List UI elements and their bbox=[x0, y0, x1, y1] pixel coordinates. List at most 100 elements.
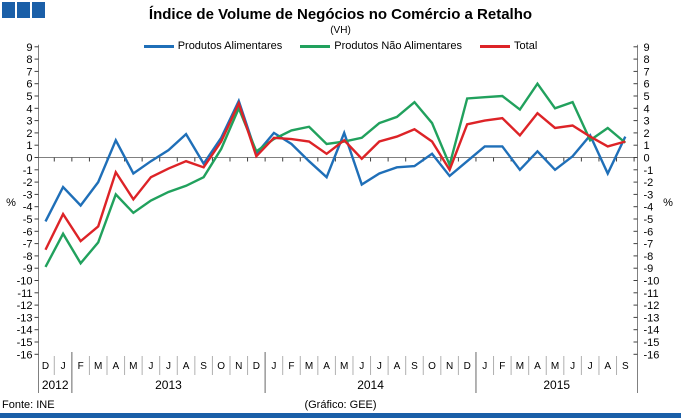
left-tick-label: 4 bbox=[26, 103, 32, 115]
left-tick-label: -3 bbox=[23, 189, 33, 201]
right-tick-label: 6 bbox=[644, 79, 650, 91]
left-tick-label: -12 bbox=[17, 300, 33, 312]
left-tick-label: -8 bbox=[23, 251, 33, 263]
right-tick-label: -10 bbox=[644, 276, 660, 288]
month-label: S bbox=[200, 361, 207, 372]
month-label: O bbox=[428, 361, 436, 372]
year-label: 2013 bbox=[155, 378, 182, 392]
month-label: J bbox=[359, 361, 364, 372]
right-tick-label: 1 bbox=[644, 140, 650, 152]
right-tick-label: -4 bbox=[644, 202, 654, 214]
legend-line-swatch-blue bbox=[143, 44, 174, 48]
year-label: 2014 bbox=[357, 378, 384, 392]
left-tick-label: -4 bbox=[23, 202, 33, 214]
legend-item-alimentares: Produtos Alimentares bbox=[143, 40, 283, 52]
month-label: F bbox=[288, 361, 294, 372]
month-label: A bbox=[323, 361, 330, 372]
bottom-accent-bar bbox=[0, 413, 681, 418]
month-label: J bbox=[377, 361, 382, 372]
left-tick-label: -5 bbox=[23, 214, 33, 226]
year-label: 2015 bbox=[543, 378, 570, 392]
month-label: N bbox=[235, 361, 242, 372]
right-tick-label: -1 bbox=[644, 165, 654, 177]
chart-subtitle: (VH) bbox=[330, 25, 351, 36]
legend-label: Produtos Alimentares bbox=[177, 40, 283, 52]
month-label: J bbox=[482, 361, 487, 372]
month-label: M bbox=[129, 361, 137, 372]
month-label: M bbox=[94, 361, 102, 372]
gee-logo bbox=[2, 2, 45, 18]
year-label: 2012 bbox=[42, 378, 69, 392]
right-tick-label: -6 bbox=[644, 226, 654, 238]
right-tick-label: -13 bbox=[644, 312, 660, 324]
chart-legend: Produtos Alimentares Produtos Não Alimen… bbox=[0, 40, 681, 52]
month-label: J bbox=[148, 361, 153, 372]
left-tick-label: 5 bbox=[26, 91, 32, 103]
right-tick-label: 0 bbox=[644, 153, 650, 165]
right-tick-label: 4 bbox=[644, 103, 650, 115]
left-tick-label: -13 bbox=[17, 312, 33, 324]
chart-title: Índice de Volume de Negócios no Comércio… bbox=[148, 6, 533, 23]
month-label: M bbox=[305, 361, 313, 372]
month-label: A bbox=[112, 361, 119, 372]
right-tick-label: -5 bbox=[644, 214, 654, 226]
month-label: A bbox=[394, 361, 401, 372]
month-label: F bbox=[499, 361, 505, 372]
left-tick-label: -7 bbox=[23, 239, 33, 251]
left-tick-label: -11 bbox=[17, 288, 32, 300]
month-label: S bbox=[411, 361, 418, 372]
series-line-1 bbox=[44, 81, 627, 268]
legend-item-total: Total bbox=[480, 40, 537, 52]
month-label: D bbox=[253, 361, 260, 372]
left-tick-label: -14 bbox=[17, 325, 33, 337]
month-label: A bbox=[534, 361, 541, 372]
right-tick-label: -12 bbox=[644, 300, 660, 312]
right-tick-label: -2 bbox=[644, 177, 654, 189]
month-label: M bbox=[340, 361, 348, 372]
left-tick-label: -9 bbox=[23, 263, 33, 275]
left-tick-label: -16 bbox=[17, 349, 33, 361]
right-tick-label: -11 bbox=[644, 288, 659, 300]
left-tick-label: 1 bbox=[26, 140, 32, 152]
logo-square-3 bbox=[32, 2, 45, 18]
left-tick-label: 3 bbox=[26, 116, 32, 128]
right-percent-label: % bbox=[663, 197, 673, 209]
month-label: M bbox=[516, 361, 524, 372]
month-label: O bbox=[217, 361, 225, 372]
month-label: F bbox=[78, 361, 84, 372]
right-tick-label: -3 bbox=[644, 189, 654, 201]
month-label: D bbox=[42, 361, 49, 372]
legend-label: Total bbox=[514, 40, 538, 52]
month-label: J bbox=[166, 361, 171, 372]
legend-line-swatch-red bbox=[480, 44, 511, 48]
legend-label: Produtos Não Alimentares bbox=[334, 40, 463, 52]
left-tick-label: 7 bbox=[26, 66, 32, 78]
right-tick-label: 5 bbox=[644, 91, 650, 103]
left-tick-label: -10 bbox=[17, 276, 33, 288]
right-tick-label: -16 bbox=[644, 349, 660, 361]
month-label: J bbox=[61, 361, 66, 372]
credit-note: (Gráfico: GEE) bbox=[304, 399, 377, 411]
month-label: S bbox=[622, 361, 629, 372]
series-line-0 bbox=[44, 97, 627, 223]
month-label: J bbox=[570, 361, 575, 372]
month-label: D bbox=[464, 361, 471, 372]
series-line-2 bbox=[44, 100, 626, 251]
right-tick-label: 3 bbox=[644, 116, 650, 128]
logo-square-2 bbox=[17, 2, 30, 18]
left-tick-label: -6 bbox=[23, 226, 33, 238]
left-tick-label: 8 bbox=[26, 54, 32, 66]
month-label: J bbox=[271, 361, 276, 372]
left-tick-label: 0 bbox=[26, 153, 32, 165]
left-tick-label: -15 bbox=[17, 337, 33, 349]
right-tick-label: -14 bbox=[644, 325, 660, 337]
right-tick-label: 9 bbox=[644, 42, 650, 54]
month-label: A bbox=[604, 361, 611, 372]
left-tick-label: -2 bbox=[23, 177, 33, 189]
right-tick-label: -7 bbox=[644, 239, 654, 251]
source-note: Fonte: INE bbox=[2, 399, 55, 411]
legend-item-nao-alimentares: Produtos Não Alimentares bbox=[300, 40, 462, 52]
right-tick-label: 2 bbox=[644, 128, 650, 140]
